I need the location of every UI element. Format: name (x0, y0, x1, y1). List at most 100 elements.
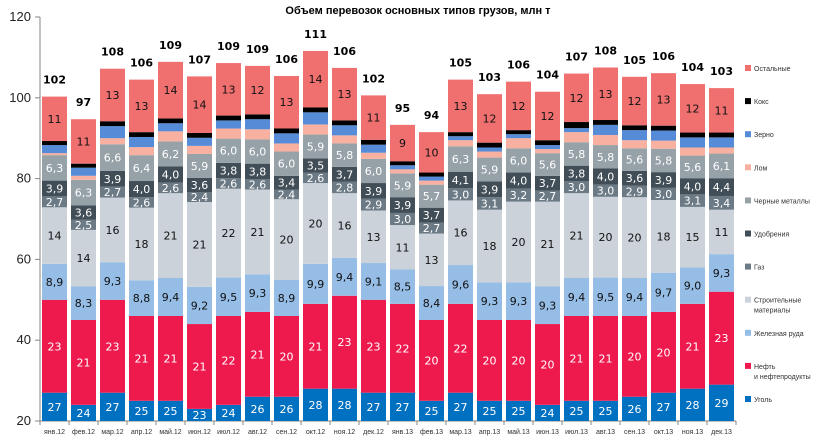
data-label: 9 (399, 137, 406, 150)
bar-segment (680, 137, 705, 148)
data-label: 5,8 (597, 151, 615, 164)
legend-item: Лом (745, 164, 767, 172)
bar-segment (593, 120, 618, 125)
x-tick-label: мар.13 (449, 429, 471, 436)
bar-segment (506, 188, 531, 202)
data-label: 28 (338, 399, 352, 412)
data-label: 2,6 (249, 178, 267, 191)
legend-label: и нефтепродукты (754, 374, 811, 381)
bar-segment (709, 132, 734, 138)
legend-label: Лом (754, 165, 767, 172)
data-label: 21 (135, 352, 149, 365)
data-label: 5,9 (307, 140, 325, 153)
legend-swatch (745, 329, 751, 336)
bar-segment (129, 79, 154, 133)
x-tick-label: июл.12 (217, 429, 240, 436)
data-label: 9,4 (162, 291, 180, 304)
bar-stack: 23 21 9,2 21 2,43,6 5,9 14 107 (187, 53, 212, 422)
data-label: 3,7 (336, 168, 354, 181)
data-label: 5,8 (336, 149, 354, 162)
bar-segment (100, 68, 125, 122)
bar-segment (100, 138, 125, 145)
bar-segment (332, 143, 357, 167)
data-label: 2,9 (365, 199, 383, 212)
data-label: 21 (599, 352, 613, 365)
y-tick-label: 100 (9, 90, 31, 105)
data-label: 3,9 (655, 174, 673, 187)
data-label: 8,3 (75, 297, 93, 310)
bar-segment (477, 181, 502, 198)
bar-segment (71, 163, 96, 168)
bar-segment (100, 170, 125, 187)
legend-swatch (745, 230, 751, 237)
bar-segment (187, 145, 212, 154)
bar-segment (245, 179, 270, 190)
legend-item: Нефть и нефтепродукты (745, 362, 811, 381)
data-label: 18 (135, 238, 149, 251)
data-label: 21 (686, 340, 700, 353)
bar-stack: 25 21 8,8 18 2,64,0 6,4 13 106 (129, 57, 154, 421)
bar-segment (651, 187, 676, 201)
bar-segment (361, 152, 386, 159)
data-label: 9,2 (191, 299, 209, 312)
total-label: 109 (159, 39, 182, 52)
legend-label: Зерно (754, 132, 774, 139)
bar-segment (216, 115, 241, 121)
bar-segment (361, 158, 386, 184)
data-label: 6,0 (510, 154, 528, 167)
legend-swatch (745, 164, 751, 171)
legend-item: Кокс (745, 98, 769, 106)
bar-segment (303, 112, 328, 125)
data-label: 9,0 (684, 280, 702, 293)
data-label: 20 (425, 354, 439, 367)
data-label: 23 (106, 340, 120, 353)
bar-segment (390, 173, 415, 198)
bar-segment (187, 132, 212, 138)
data-label: 9,4 (336, 271, 354, 284)
data-label: 3,6 (75, 207, 93, 220)
bar-segment (419, 132, 444, 173)
bar-segment (216, 63, 241, 116)
data-label: 16 (338, 219, 352, 232)
y-tick-label: 60 (17, 251, 31, 266)
data-label: 6,6 (104, 152, 122, 165)
legend-label: Газ (754, 265, 764, 272)
bar-segment (303, 158, 328, 173)
data-label: 3,9 (104, 173, 122, 186)
bar-segment (651, 148, 676, 173)
data-label: 25 (164, 405, 178, 418)
data-label: 3,9 (46, 182, 64, 195)
bar-segment (622, 197, 647, 278)
data-label: 20 (657, 346, 671, 359)
total-label: 106 (652, 50, 675, 63)
data-label: 13 (135, 100, 149, 113)
data-label: 20 (628, 232, 642, 245)
bar-segment (622, 185, 647, 198)
data-label: 6,3 (75, 187, 93, 200)
data-label: 13 (106, 89, 120, 102)
bar-segment (477, 197, 502, 210)
data-label: 3,7 (423, 209, 441, 222)
bar-segment (332, 125, 357, 136)
legend-label: Железная руда (754, 331, 804, 338)
bar-segment (158, 182, 183, 194)
bar-segment (42, 196, 67, 208)
bar-segment (187, 202, 212, 287)
bar-segment (245, 119, 270, 130)
data-label: 4,0 (684, 180, 702, 193)
data-label: 3,8 (249, 165, 267, 178)
total-label: 105 (449, 57, 472, 70)
bar-segment (71, 167, 96, 176)
bar-segment (332, 193, 357, 258)
x-tick-label: янв.12 (44, 429, 65, 436)
x-tick-label: июн.13 (536, 429, 559, 436)
data-label: 20 (512, 236, 526, 249)
legend-swatch (745, 263, 751, 270)
bar-segment (274, 280, 299, 316)
bar-stack: 25 21 9,5 20 3,04,0 5,8 13 108 (593, 45, 618, 421)
data-label: 21 (541, 238, 555, 251)
bar-segment (535, 190, 560, 202)
data-label: 24 (222, 407, 236, 420)
total-label: 106 (333, 45, 356, 58)
data-label: 21 (164, 230, 178, 243)
